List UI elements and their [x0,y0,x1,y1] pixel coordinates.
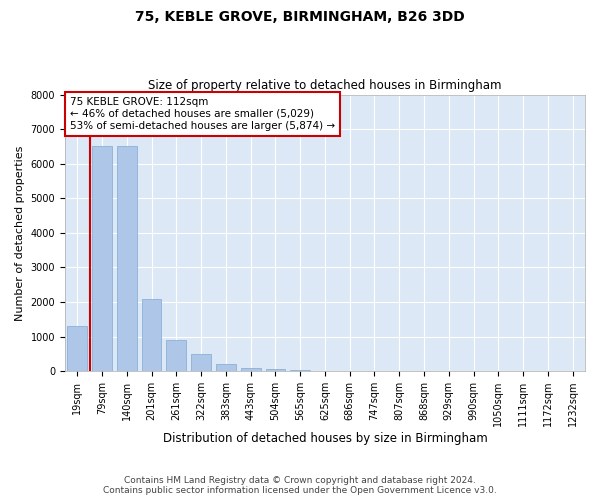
Bar [266,369,286,371]
Bar [191,354,211,371]
Bar [142,298,161,371]
Title: Size of property relative to detached houses in Birmingham: Size of property relative to detached ho… [148,79,502,92]
Bar [315,370,335,371]
Bar [241,368,260,371]
Bar [216,364,236,371]
Y-axis label: Number of detached properties: Number of detached properties [15,145,25,320]
Bar [67,326,87,371]
Bar [290,370,310,371]
X-axis label: Distribution of detached houses by size in Birmingham: Distribution of detached houses by size … [163,432,487,445]
Bar [117,146,137,371]
Bar [166,340,186,371]
Text: 75 KEBLE GROVE: 112sqm
← 46% of detached houses are smaller (5,029)
53% of semi-: 75 KEBLE GROVE: 112sqm ← 46% of detached… [70,98,335,130]
Text: Contains HM Land Registry data © Crown copyright and database right 2024.
Contai: Contains HM Land Registry data © Crown c… [103,476,497,495]
Bar [92,146,112,371]
Text: 75, KEBLE GROVE, BIRMINGHAM, B26 3DD: 75, KEBLE GROVE, BIRMINGHAM, B26 3DD [135,10,465,24]
